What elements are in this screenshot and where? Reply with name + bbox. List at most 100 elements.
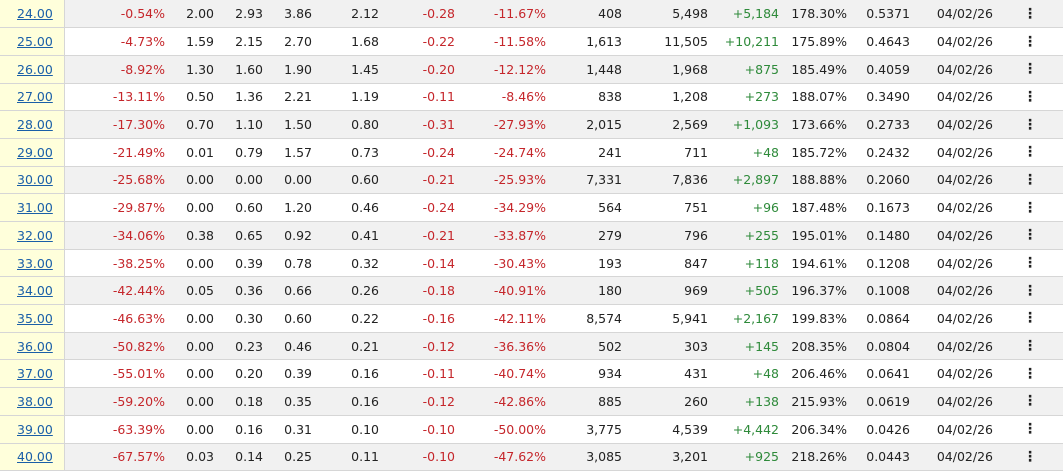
- table-row: 37.00 -55.01% 0.00 0.20 0.39 0.16 -0.11 -40.74%…: [0, 359, 1063, 389]
- open-interest-change-cell: +505: [710, 276, 781, 306]
- strike-link[interactable]: 28.00: [17, 117, 53, 133]
- last-trade-date-cell: 04/02/26: [912, 55, 997, 84]
- row-menu-icon[interactable]: ⋮: [997, 332, 1063, 361]
- ask-cell: 2.70: [265, 27, 314, 56]
- table-row: 34.00 -42.44% 0.05 0.36 0.66 0.26 -0.18 -40.91%…: [0, 276, 1063, 306]
- implied-volatility-cell: 185.72%: [781, 138, 849, 167]
- row-menu-icon[interactable]: ⋮: [997, 27, 1063, 56]
- row-menu-icon[interactable]: ⋮: [997, 359, 1063, 389]
- strike-link[interactable]: 33.00: [17, 255, 53, 271]
- last-cell: 0.80: [314, 110, 381, 139]
- row-menu-icon[interactable]: ⋮: [997, 110, 1063, 139]
- last-cell: 0.10: [314, 415, 381, 444]
- strike-cell: 26.00: [0, 55, 65, 84]
- open-interest-change-cell: +875: [710, 55, 781, 84]
- implied-volatility-cell: 218.26%: [781, 443, 849, 472]
- strike-cell: 39.00: [0, 415, 65, 444]
- implied-volatility-cell: 206.34%: [781, 415, 849, 444]
- strike-cell: 37.00: [0, 359, 65, 389]
- ask-cell: 2.21: [265, 83, 314, 112]
- bid-cell: 0.01: [167, 138, 216, 167]
- row-menu-icon[interactable]: ⋮: [997, 443, 1063, 472]
- ask-cell: 0.39: [265, 359, 314, 389]
- strike-link[interactable]: 30.00: [17, 172, 53, 188]
- strike-link[interactable]: 31.00: [17, 200, 53, 216]
- percent-change-cell: -27.93%: [457, 110, 548, 139]
- row-menu-icon[interactable]: ⋮: [997, 415, 1063, 444]
- change-cell: -0.21: [381, 166, 457, 195]
- row-menu-icon[interactable]: ⋮: [997, 83, 1063, 112]
- percent-itm-cell: -4.73%: [64, 27, 167, 56]
- percent-itm-cell: -34.06%: [64, 221, 167, 250]
- midpoint-cell: 0.36: [216, 276, 265, 306]
- ask-cell: 1.20: [265, 193, 314, 222]
- last-cell: 0.41: [314, 221, 381, 250]
- open-interest-cell: 796: [624, 221, 710, 250]
- strike-link[interactable]: 39.00: [17, 421, 53, 437]
- midpoint-cell: 0.23: [216, 332, 265, 361]
- row-menu-icon[interactable]: ⋮: [997, 387, 1063, 416]
- table-row: 31.00 -29.87% 0.00 0.60 1.20 0.46 -0.24 -34.29%…: [0, 193, 1063, 222]
- strike-link[interactable]: 36.00: [17, 338, 53, 354]
- volume-cell: 3,775: [548, 415, 624, 444]
- volume-cell: 885: [548, 387, 624, 416]
- table-row: 32.00 -34.06% 0.38 0.65 0.92 0.41 -0.21 -33.87%…: [0, 221, 1063, 250]
- row-menu-icon[interactable]: ⋮: [997, 221, 1063, 250]
- volume-cell: 502: [548, 332, 624, 361]
- delta-cell: 0.1208: [849, 249, 912, 278]
- row-menu-icon[interactable]: ⋮: [997, 0, 1063, 29]
- delta-cell: 0.4643: [849, 27, 912, 56]
- strike-link[interactable]: 35.00: [17, 310, 53, 326]
- percent-change-cell: -40.91%: [457, 276, 548, 306]
- bid-cell: 0.00: [167, 193, 216, 222]
- midpoint-cell: 0.20: [216, 359, 265, 389]
- open-interest-cell: 260: [624, 387, 710, 416]
- strike-link[interactable]: 32.00: [17, 227, 53, 243]
- change-cell: -0.10: [381, 415, 457, 444]
- percent-itm-cell: -55.01%: [64, 359, 167, 389]
- row-menu-icon[interactable]: ⋮: [997, 276, 1063, 306]
- delta-cell: 0.0619: [849, 387, 912, 416]
- strike-link[interactable]: 38.00: [17, 393, 53, 409]
- last-trade-date-cell: 04/02/26: [912, 304, 997, 333]
- row-menu-icon[interactable]: ⋮: [997, 166, 1063, 195]
- ask-cell: 0.25: [265, 443, 314, 472]
- strike-cell: 27.00: [0, 83, 65, 112]
- strike-link[interactable]: 37.00: [17, 366, 53, 382]
- strike-link[interactable]: 26.00: [17, 61, 53, 77]
- ask-cell: 0.66: [265, 276, 314, 306]
- last-trade-date-cell: 04/02/26: [912, 83, 997, 112]
- row-menu-icon[interactable]: ⋮: [997, 304, 1063, 333]
- strike-link[interactable]: 40.00: [17, 449, 53, 465]
- strike-cell: 32.00: [0, 221, 65, 250]
- table-row: 30.00 -25.68% 0.00 0.00 0.00 0.60 -0.21 -25.93%…: [0, 166, 1063, 195]
- last-trade-date-cell: 04/02/26: [912, 359, 997, 389]
- table-row: 24.00 -0.54% 2.00 2.93 3.86 2.12 -0.28 -11.67% 4…: [0, 0, 1063, 29]
- change-cell: -0.11: [381, 83, 457, 112]
- implied-volatility-cell: 188.07%: [781, 83, 849, 112]
- ask-cell: 0.00: [265, 166, 314, 195]
- percent-change-cell: -24.74%: [457, 138, 548, 167]
- row-menu-icon[interactable]: ⋮: [997, 138, 1063, 167]
- strike-link[interactable]: 34.00: [17, 283, 53, 299]
- change-cell: -0.16: [381, 304, 457, 333]
- change-cell: -0.24: [381, 138, 457, 167]
- open-interest-change-cell: +10,211: [710, 27, 781, 56]
- row-menu-icon[interactable]: ⋮: [997, 55, 1063, 84]
- strike-link[interactable]: 25.00: [17, 34, 53, 50]
- table-row: 39.00 -63.39% 0.00 0.16 0.31 0.10 -0.10 -50.00%…: [0, 415, 1063, 444]
- implied-volatility-cell: 215.93%: [781, 387, 849, 416]
- last-cell: 0.11: [314, 443, 381, 472]
- strike-link[interactable]: 29.00: [17, 144, 53, 160]
- row-menu-icon[interactable]: ⋮: [997, 249, 1063, 278]
- strike-link[interactable]: 27.00: [17, 89, 53, 105]
- bid-cell: 0.38: [167, 221, 216, 250]
- row-menu-icon[interactable]: ⋮: [997, 193, 1063, 222]
- last-cell: 1.19: [314, 83, 381, 112]
- volume-cell: 934: [548, 359, 624, 389]
- open-interest-cell: 2,569: [624, 110, 710, 139]
- last-cell: 0.16: [314, 387, 381, 416]
- strike-link[interactable]: 24.00: [17, 6, 53, 22]
- delta-cell: 0.4059: [849, 55, 912, 84]
- percent-itm-cell: -46.63%: [64, 304, 167, 333]
